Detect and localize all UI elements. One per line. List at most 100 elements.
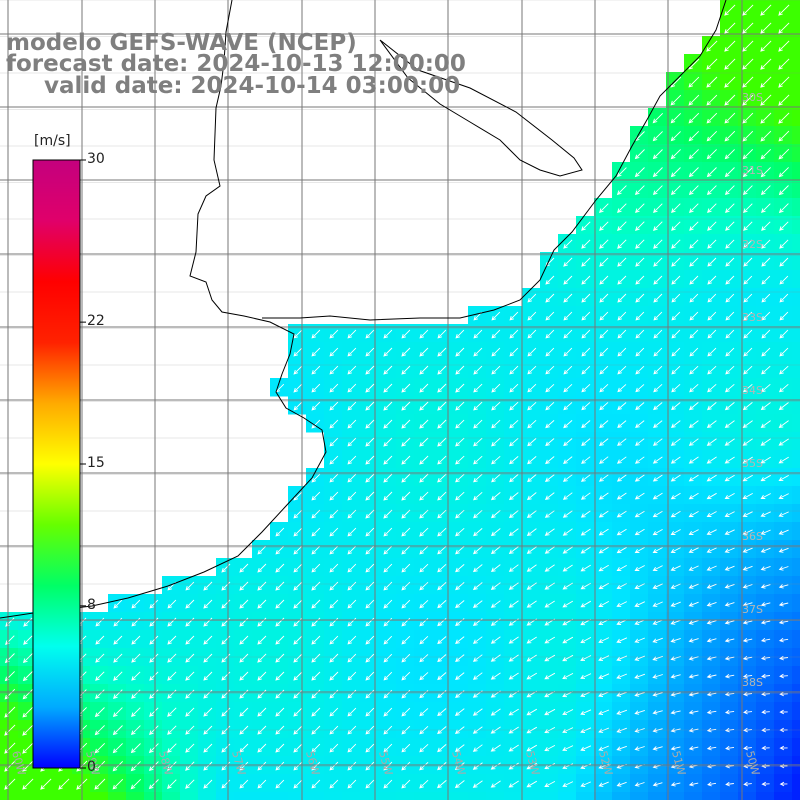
wind-speed-cell bbox=[630, 216, 649, 235]
wind-speed-cell bbox=[414, 648, 433, 667]
wind-arrow bbox=[203, 599, 213, 609]
wind-speed-cell bbox=[18, 702, 37, 721]
wind-speed-cell bbox=[630, 234, 649, 253]
wind-arrow bbox=[688, 745, 699, 751]
wind-arrow bbox=[185, 743, 195, 753]
wind-arrow bbox=[221, 635, 231, 645]
wind-speed-cell bbox=[612, 558, 631, 577]
wind-arrow bbox=[706, 40, 718, 52]
wind-arrow bbox=[437, 491, 447, 501]
wind-speed-cell bbox=[558, 414, 577, 433]
wind-arrow bbox=[508, 600, 519, 608]
wind-arrow bbox=[526, 546, 537, 554]
longitude-labels: 60W 59W 58W 57W 56W 55W 54W 53W 52W 51W 50W bbox=[9, 749, 762, 777]
wind-speed-cell bbox=[342, 450, 361, 469]
wind-speed-cell bbox=[774, 360, 793, 379]
wind-speed-cell bbox=[144, 630, 163, 649]
wind-arrow bbox=[347, 527, 357, 537]
wind-speed-cell bbox=[720, 468, 739, 487]
wind-speed-cell bbox=[576, 288, 595, 307]
wind-arrow bbox=[599, 438, 609, 446]
wind-arrow bbox=[293, 491, 303, 501]
wind-speed-cell bbox=[738, 216, 757, 235]
wind-speed-cell bbox=[792, 108, 800, 127]
wind-speed-cell bbox=[324, 468, 343, 487]
wind-arrow bbox=[778, 58, 790, 70]
wind-arrow bbox=[671, 239, 681, 249]
wind-arrow bbox=[490, 654, 501, 662]
wind-arrow bbox=[617, 257, 627, 267]
wind-arrow bbox=[599, 383, 609, 393]
wind-speed-cell bbox=[432, 342, 451, 361]
wind-speed-cell bbox=[486, 360, 505, 379]
wind-arrow bbox=[347, 743, 357, 753]
wind-arrow bbox=[544, 781, 556, 788]
wind-speed-cell bbox=[666, 792, 685, 800]
wind-arrow bbox=[293, 617, 303, 627]
wind-arrow bbox=[742, 584, 753, 589]
wind-arrow bbox=[563, 365, 573, 375]
wind-speed-cell bbox=[558, 360, 577, 379]
wind-arrow bbox=[652, 782, 663, 787]
wind-arrow bbox=[724, 383, 735, 393]
wind-arrow bbox=[131, 707, 141, 717]
wind-speed-cell bbox=[558, 378, 577, 397]
wind-speed-cell bbox=[162, 774, 181, 793]
wind-speed-cell bbox=[486, 306, 505, 325]
wind-speed-cell bbox=[756, 558, 775, 577]
wind-arrow bbox=[293, 383, 303, 393]
wind-speed-cell bbox=[738, 378, 757, 397]
wind-arrow bbox=[311, 347, 321, 357]
wind-arrow bbox=[401, 527, 411, 537]
wind-arrow bbox=[778, 4, 790, 16]
wind-speed-cell bbox=[702, 540, 721, 559]
wind-speed-cell bbox=[648, 774, 667, 793]
wind-speed-cell bbox=[378, 396, 397, 415]
wind-arrow bbox=[419, 365, 429, 375]
wind-speed-cell bbox=[720, 360, 739, 379]
wind-arrow bbox=[365, 473, 375, 483]
wind-speed-cell bbox=[666, 270, 685, 289]
wind-arrow bbox=[581, 275, 591, 285]
wind-arrow bbox=[544, 600, 555, 608]
wind-arrow bbox=[347, 491, 357, 501]
wind-arrow bbox=[634, 474, 645, 482]
wind-arrow bbox=[778, 584, 789, 589]
wind-speed-cell bbox=[360, 792, 379, 800]
wind-arrow bbox=[778, 420, 789, 428]
wind-speed-cell bbox=[576, 360, 595, 379]
wind-speed-cell bbox=[0, 738, 19, 757]
wind-speed-cell bbox=[324, 792, 343, 800]
wind-arrow bbox=[652, 492, 663, 500]
wind-speed-cell bbox=[702, 504, 721, 523]
wind-speed-cell bbox=[774, 36, 793, 55]
wind-speed-cell bbox=[774, 468, 793, 487]
wind-speed-cell bbox=[576, 702, 595, 721]
wind-arrow bbox=[23, 635, 33, 645]
wind-speed-cell bbox=[630, 414, 649, 433]
wind-arrow bbox=[562, 709, 574, 716]
wind-speed-cell bbox=[684, 504, 703, 523]
wind-speed-cell bbox=[684, 738, 703, 757]
wind-arrow bbox=[707, 781, 717, 787]
wind-arrow bbox=[311, 653, 321, 663]
wind-arrow bbox=[634, 583, 645, 589]
wind-arrow bbox=[275, 653, 285, 663]
wind-speed-cell bbox=[576, 720, 595, 739]
wind-arrow bbox=[509, 401, 519, 411]
wind-arrow bbox=[616, 474, 627, 482]
wind-speed-cell bbox=[612, 180, 631, 199]
wind-speed-cell bbox=[720, 684, 739, 703]
wind-speed-cell bbox=[594, 630, 613, 649]
wind-speed-cell bbox=[18, 630, 37, 649]
wind-arrow bbox=[437, 383, 447, 393]
wind-speed-cell bbox=[540, 396, 559, 415]
wind-speed-cell bbox=[36, 792, 55, 800]
wind-speed-cell bbox=[324, 774, 343, 793]
wind-speed-cell bbox=[648, 162, 667, 181]
wind-arrow bbox=[653, 365, 663, 375]
wind-speed-cell bbox=[558, 540, 577, 559]
wind-arrow bbox=[617, 420, 627, 428]
wind-arrow bbox=[598, 709, 610, 715]
wind-speed-cell bbox=[414, 738, 433, 757]
